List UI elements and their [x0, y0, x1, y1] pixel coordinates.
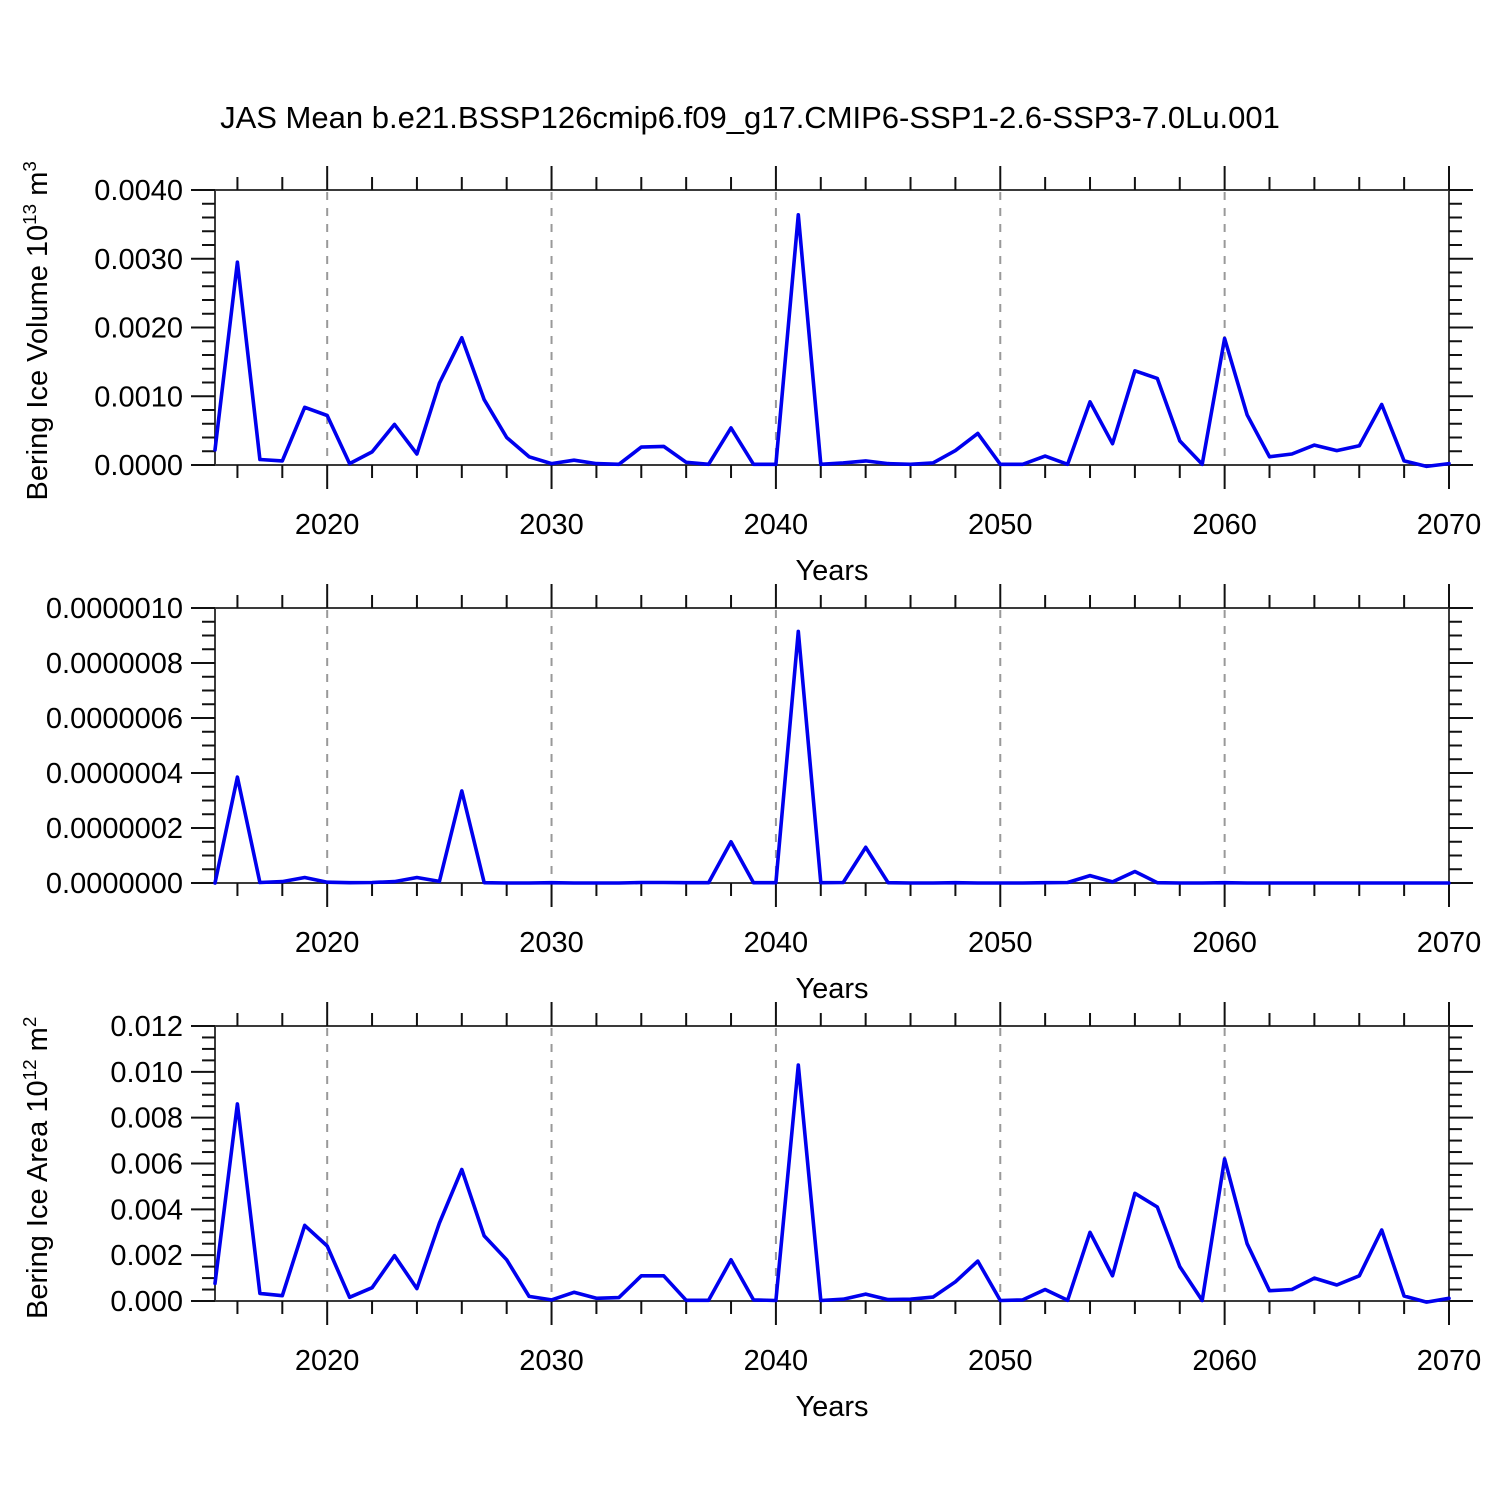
x-tick-label: 2050	[968, 509, 1033, 541]
data-line-bering-ice-volume	[213, 213, 1451, 469]
x-tick-label: 2040	[744, 1345, 809, 1377]
x-tick-label: 2040	[744, 927, 809, 959]
y-tick-label: 0.000	[110, 1286, 183, 1318]
page-title: JAS Mean b.e21.BSSP126cmip6.f09_g17.CMIP…	[220, 100, 1280, 135]
x-tick-label: 2060	[1192, 927, 1257, 959]
y-tick-label: 0.0000008	[46, 648, 183, 680]
y-tick-label: 0.0020	[94, 313, 183, 345]
x-tick-label: 2050	[968, 1345, 1033, 1377]
plot-box	[214, 189, 1450, 466]
y-tick-label: 0.002	[110, 1240, 183, 1272]
x-tick-label: 2040	[744, 509, 809, 541]
x-tick-label: 2020	[295, 509, 360, 541]
y-tick-label: 0.012	[110, 1011, 183, 1043]
y-tick-label: 0.0010	[94, 381, 183, 413]
y-tick-label: 0.004	[110, 1194, 183, 1226]
x-tick-label: 2070	[1417, 1345, 1482, 1377]
y-tick-label: 0.008	[110, 1103, 183, 1135]
plot-box	[214, 607, 1450, 884]
x-tick-label: 2030	[519, 509, 584, 541]
y-tick-label: 0.0000006	[46, 703, 183, 735]
x-tick-label: 2060	[1192, 1345, 1257, 1377]
x-axis-title: Years	[795, 973, 868, 1005]
x-tick-label: 2070	[1417, 927, 1482, 959]
y-tick-label: 0.0000	[94, 450, 183, 482]
x-tick-label: 2020	[295, 927, 360, 959]
y-axis-title-ice-volume: Bering Ice Volume 1013 m3	[19, 161, 54, 501]
x-axis-title: Years	[795, 1391, 868, 1423]
y-tick-label: 0.0000004	[46, 758, 183, 790]
y-tick-label: 0.0040	[94, 175, 183, 207]
data-line-bering-ice-area	[213, 1063, 1451, 1304]
y-tick-label: 0.0030	[94, 244, 183, 276]
x-tick-label: 2030	[519, 1345, 584, 1377]
y-tick-label: 0.0000010	[46, 593, 183, 625]
x-tick-label: 2020	[295, 1345, 360, 1377]
x-tick-label: 2050	[968, 927, 1033, 959]
y-tick-label: 0.010	[110, 1057, 183, 1089]
data-line-unlabeled-middle-series	[213, 629, 1451, 885]
y-axis-title-ice-area: Bering Ice Area 1012 m2	[19, 1016, 54, 1319]
y-tick-label: 0.0000002	[46, 813, 183, 845]
x-tick-label: 2030	[519, 927, 584, 959]
x-tick-label: 2070	[1417, 509, 1482, 541]
plot-box	[214, 1025, 1450, 1302]
x-axis-title: Years	[795, 555, 868, 587]
y-tick-label: 0.006	[110, 1149, 183, 1181]
x-tick-label: 2060	[1192, 509, 1257, 541]
y-tick-label: 0.0000000	[46, 868, 183, 900]
